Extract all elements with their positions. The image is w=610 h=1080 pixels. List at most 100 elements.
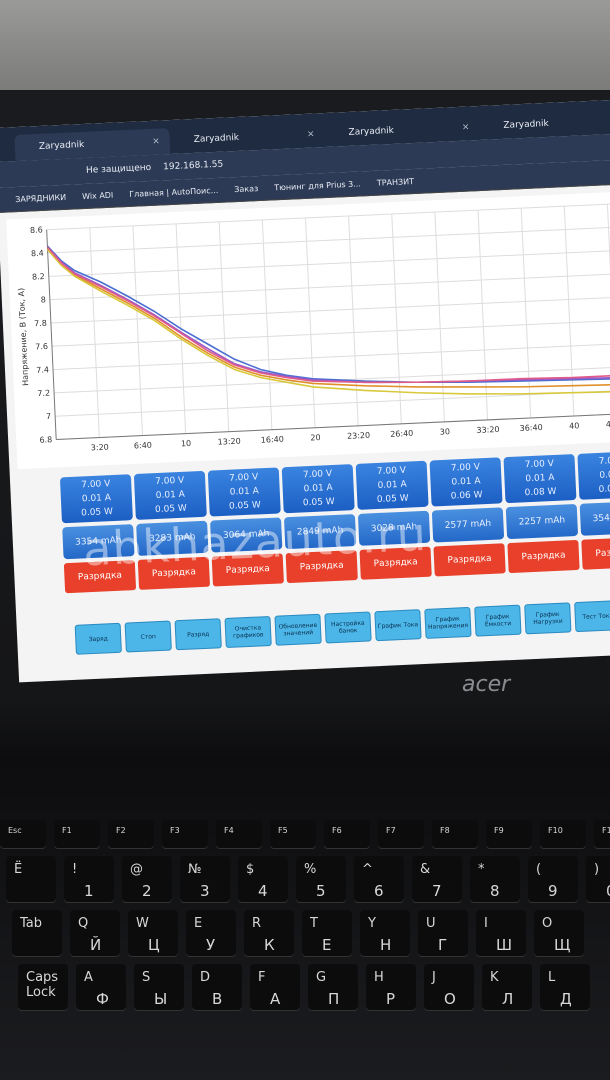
cell-column: 7.00 V 0.01 A 0.06 W 2577 mAh Разрядка xyxy=(429,457,506,577)
security-label: Не защищено xyxy=(85,162,152,176)
key-label: F xyxy=(258,970,266,985)
power-value: 0.05 W xyxy=(376,493,409,506)
key[interactable]: F1 xyxy=(54,820,100,848)
key[interactable]: % 5 xyxy=(296,856,346,902)
control-button[interactable]: Тест Тока xyxy=(574,600,610,633)
bookmark[interactable]: Заказ xyxy=(234,183,259,194)
bookmark[interactable]: Wix ADI xyxy=(81,190,114,201)
key-label: Ш xyxy=(496,936,513,954)
key[interactable]: F2 xyxy=(108,820,154,848)
bookmark[interactable]: ЗАРЯДНИКИ xyxy=(15,192,67,204)
key[interactable]: F4 xyxy=(216,820,262,848)
key-label: Л xyxy=(502,990,514,1008)
key-label: Е xyxy=(322,936,332,954)
key[interactable]: F7 xyxy=(378,820,424,848)
control-button[interactable]: Обновление значений xyxy=(274,613,322,646)
bookmark[interactable]: Тюнинг для Prius 3... xyxy=(273,178,362,192)
y-axis-label: Напряжение, В (Ток, А) xyxy=(17,288,30,386)
key[interactable]: @2 xyxy=(122,856,172,902)
key-label: F7 xyxy=(386,826,396,835)
key[interactable]: № 3 xyxy=(180,856,230,902)
key[interactable]: Ё xyxy=(6,856,56,902)
bookmark[interactable]: ТРАНЗИТ xyxy=(376,176,415,188)
key[interactable]: Esc xyxy=(0,820,46,848)
key-label: А xyxy=(270,990,281,1008)
key[interactable]: & 7 xyxy=(412,856,462,902)
x-axis xyxy=(56,413,610,440)
control-button[interactable]: Стоп xyxy=(124,620,172,653)
series-line xyxy=(46,245,610,384)
key[interactable]: F8 xyxy=(432,820,478,848)
discharge-button[interactable]: Разрядка xyxy=(581,536,610,570)
control-button[interactable]: Разряд xyxy=(174,618,222,651)
brand-logo: acer xyxy=(462,672,511,697)
y-tick-label: 8 xyxy=(41,295,46,304)
discharge-button[interactable]: Разрядка xyxy=(433,543,506,577)
status-cell: 7.00 V 0.01 A 0.05 W xyxy=(133,470,207,520)
key[interactable]: Tab xyxy=(12,910,62,956)
control-button[interactable]: График Ёмкости xyxy=(474,604,522,637)
status-cell: 7.00 V 0.01 A 0.05 W xyxy=(59,474,133,524)
key-label: I xyxy=(484,916,488,931)
capacity-cell: 2257 mAh xyxy=(505,503,579,540)
key-label: Q xyxy=(78,916,89,931)
key-label: K xyxy=(490,970,499,985)
control-button[interactable]: Заряд xyxy=(74,622,122,655)
chart-background xyxy=(6,191,610,470)
bookmark[interactable]: Главная | AutoПоис... xyxy=(129,185,219,199)
key[interactable]: F5 xyxy=(270,820,316,848)
control-button[interactable]: График Тока xyxy=(374,609,422,642)
key-label: F3 xyxy=(170,826,180,835)
key[interactable]: F6 xyxy=(324,820,370,848)
key-label: Tab xyxy=(20,916,43,931)
key[interactable]: ^ 6 xyxy=(354,856,404,902)
key-label: F9 xyxy=(494,826,504,835)
url[interactable]: 192.168.1.55 xyxy=(162,159,224,173)
key-label: 0 xyxy=(606,882,610,900)
capacity-cell: 2577 mAh xyxy=(431,507,505,543)
control-button[interactable]: График Напряжения xyxy=(424,606,472,639)
x-tick-label: 13:20 xyxy=(217,437,240,447)
control-button[interactable]: Очистка графиков xyxy=(224,615,272,649)
key[interactable]: F9 xyxy=(486,820,532,848)
status-cell: 7.00 V 0.01 A 0.05 W xyxy=(207,467,281,517)
series-line xyxy=(46,246,610,384)
keyboard: EscF1F2F3F4F5F6F7F8F9F10F11Ё!1@2№3$4%5^6… xyxy=(0,820,610,1018)
control-button[interactable]: График Нагрузки xyxy=(524,602,572,635)
key[interactable]: F10 xyxy=(540,820,586,848)
key-label: 1 xyxy=(84,882,94,900)
discharge-button[interactable]: Разрядка xyxy=(507,539,580,574)
key[interactable]: F3 xyxy=(162,820,208,848)
key-label: F10 xyxy=(548,826,563,835)
key[interactable]: Caps Lock xyxy=(18,964,68,1010)
x-tick-label: 3:20 xyxy=(91,443,109,453)
key[interactable]: F11 xyxy=(594,820,610,848)
control-button[interactable]: Настройка банок xyxy=(324,611,372,644)
key[interactable]: * 8 xyxy=(470,856,520,902)
key[interactable]: ! 1 xyxy=(64,856,114,902)
key-label: * xyxy=(478,862,485,877)
key[interactable]: (9 xyxy=(528,856,578,902)
key[interactable]: $4 xyxy=(238,856,288,902)
screen: ZaryadnikZaryadnikZaryadnikZaryadnik Не … xyxy=(0,98,610,683)
key[interactable]: )0 xyxy=(586,856,610,902)
